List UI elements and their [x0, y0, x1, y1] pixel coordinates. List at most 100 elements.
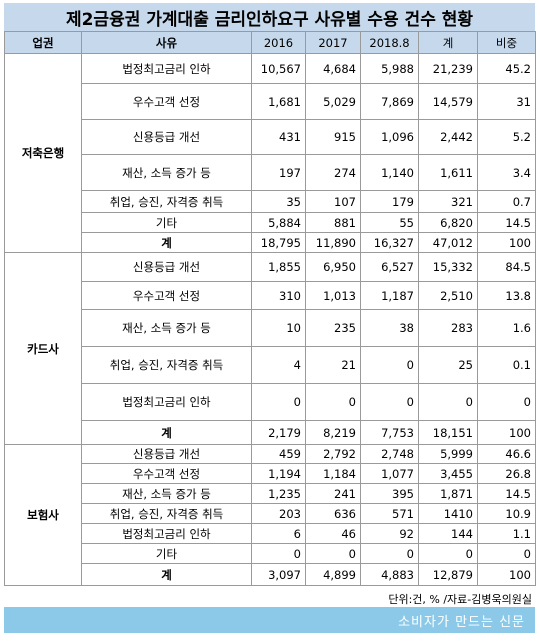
value-cell: 18,795: [251, 232, 306, 253]
value-cell: 25: [418, 346, 478, 384]
reason-cell: 계: [81, 563, 252, 586]
sector-cell: 카드사: [4, 252, 82, 445]
table-row: 기타 5,884 881 55 6,820 14.5: [5, 212, 536, 233]
value-cell: 1,096: [360, 119, 419, 155]
value-cell: 10.9: [477, 503, 536, 524]
value-cell: 14.5: [477, 483, 536, 504]
value-cell: 1410: [418, 503, 478, 524]
reason-cell: 기타: [81, 212, 252, 233]
value-cell: 5.2: [477, 119, 536, 155]
table-row: 우수고객 선정 310 1,013 1,187 2,510 13.8: [5, 281, 536, 310]
value-cell: 2,442: [418, 119, 478, 155]
reason-cell: 취업, 승진, 자격증 취득: [81, 190, 252, 213]
table-total-row: 계 18,795 11,890 16,327 47,012 100: [5, 232, 536, 253]
table-row: 재산, 소득 증가 등 10 235 38 283 1.6: [5, 309, 536, 347]
value-cell: 55: [360, 212, 419, 233]
value-cell: 2,510: [418, 281, 478, 310]
page-title: 제2금융권 가계대출 금리인하요구 사유별 수용 건수 현황: [4, 3, 535, 31]
value-cell: 0: [418, 383, 478, 421]
value-cell: 31: [477, 83, 536, 120]
value-cell: 636: [305, 503, 361, 524]
header-cell: 2016: [251, 31, 306, 54]
header-cell: 사유: [81, 31, 252, 54]
reason-cell: 계: [81, 232, 252, 253]
value-cell: 1,194: [251, 463, 306, 484]
reason-cell: 법정최고금리 인하: [81, 53, 252, 84]
value-cell: 10,567: [251, 53, 306, 84]
value-cell: 431: [251, 119, 306, 155]
value-cell: 21,239: [418, 53, 478, 84]
table-total-row: 계 2,179 8,219 7,753 18,151 100: [5, 420, 536, 445]
value-cell: 2,179: [251, 420, 306, 445]
value-cell: 15,332: [418, 252, 478, 282]
value-cell: 100: [477, 232, 536, 253]
value-cell: 3,455: [418, 463, 478, 484]
table-row: 우수고객 선정 1,681 5,029 7,869 14,579 31: [5, 83, 536, 120]
value-cell: 13.8: [477, 281, 536, 310]
value-cell: 3.4: [477, 154, 536, 191]
value-cell: 0: [251, 383, 306, 421]
reason-cell: 신용등급 개선: [81, 252, 252, 282]
value-cell: 100: [477, 563, 536, 586]
value-cell: 1.6: [477, 309, 536, 347]
value-cell: 1,235: [251, 483, 306, 504]
value-cell: 1,013: [305, 281, 361, 310]
publisher-banner: 소비자가 만드는 신문: [4, 607, 535, 633]
value-cell: 26.8: [477, 463, 536, 484]
reason-cell: 법정최고금리 인하: [81, 523, 252, 544]
value-cell: 1,077: [360, 463, 419, 484]
table-row: 카드사 신용등급 개선 1,855 6,950 6,527 15,332 84.5: [4, 252, 536, 445]
value-cell: 107: [305, 190, 361, 213]
value-cell: 0: [251, 543, 306, 564]
value-cell: 0: [477, 383, 536, 421]
value-cell: 274: [305, 154, 361, 191]
value-cell: 84.5: [477, 252, 536, 282]
table-row: 법정최고금리 인하 6 46 92 144 1.1: [5, 523, 536, 544]
value-cell: 0.1: [477, 346, 536, 384]
value-cell: 197: [251, 154, 306, 191]
value-cell: 310: [251, 281, 306, 310]
value-cell: 45.2: [477, 53, 536, 84]
value-cell: 1,871: [418, 483, 478, 504]
value-cell: 1,187: [360, 281, 419, 310]
table-row: 기타 0 0 0 0 0: [5, 543, 536, 564]
value-cell: 4,883: [360, 563, 419, 586]
value-cell: 2,792: [305, 444, 361, 464]
value-cell: 395: [360, 483, 419, 504]
value-cell: 235: [305, 309, 361, 347]
value-cell: 6,950: [305, 252, 361, 282]
value-cell: 4,684: [305, 53, 361, 84]
table-row: 보험사 신용등급 개선 459 2,792 2,748 5,999 46.6: [4, 444, 536, 586]
reason-cell: 신용등급 개선: [81, 444, 252, 464]
table-row: 우수고객 선정 1,194 1,184 1,077 3,455 26.8: [5, 463, 536, 484]
value-cell: 881: [305, 212, 361, 233]
value-cell: 241: [305, 483, 361, 504]
value-cell: 21: [305, 346, 361, 384]
value-cell: 5,029: [305, 83, 361, 120]
table-row: 취업, 승진, 자격증 취득 4 21 0 25 0.1: [5, 346, 536, 384]
value-cell: 46.6: [477, 444, 536, 464]
value-cell: 0: [305, 383, 361, 421]
sector-cell: 저축은행: [4, 53, 82, 253]
reason-cell: 우수고객 선정: [81, 83, 252, 120]
value-cell: 14.5: [477, 212, 536, 233]
value-cell: 283: [418, 309, 478, 347]
table-row: 법정최고금리 인하 0 0 0 0 0: [5, 383, 536, 421]
header-cell: 계: [418, 31, 478, 54]
reason-cell: 재산, 소득 증가 등: [81, 483, 252, 504]
value-cell: 144: [418, 523, 478, 544]
value-cell: 46: [305, 523, 361, 544]
value-cell: 5,999: [418, 444, 478, 464]
value-cell: 11,890: [305, 232, 361, 253]
header-cell: 비중: [477, 31, 536, 54]
value-cell: 0: [360, 346, 419, 384]
header-cell: 업권: [4, 31, 82, 54]
value-cell: 4,899: [305, 563, 361, 586]
value-cell: 0: [360, 383, 419, 421]
value-cell: 6,820: [418, 212, 478, 233]
value-cell: 10: [251, 309, 306, 347]
value-cell: 35: [251, 190, 306, 213]
value-cell: 459: [251, 444, 306, 464]
value-cell: 0: [418, 543, 478, 564]
value-cell: 100: [477, 420, 536, 445]
